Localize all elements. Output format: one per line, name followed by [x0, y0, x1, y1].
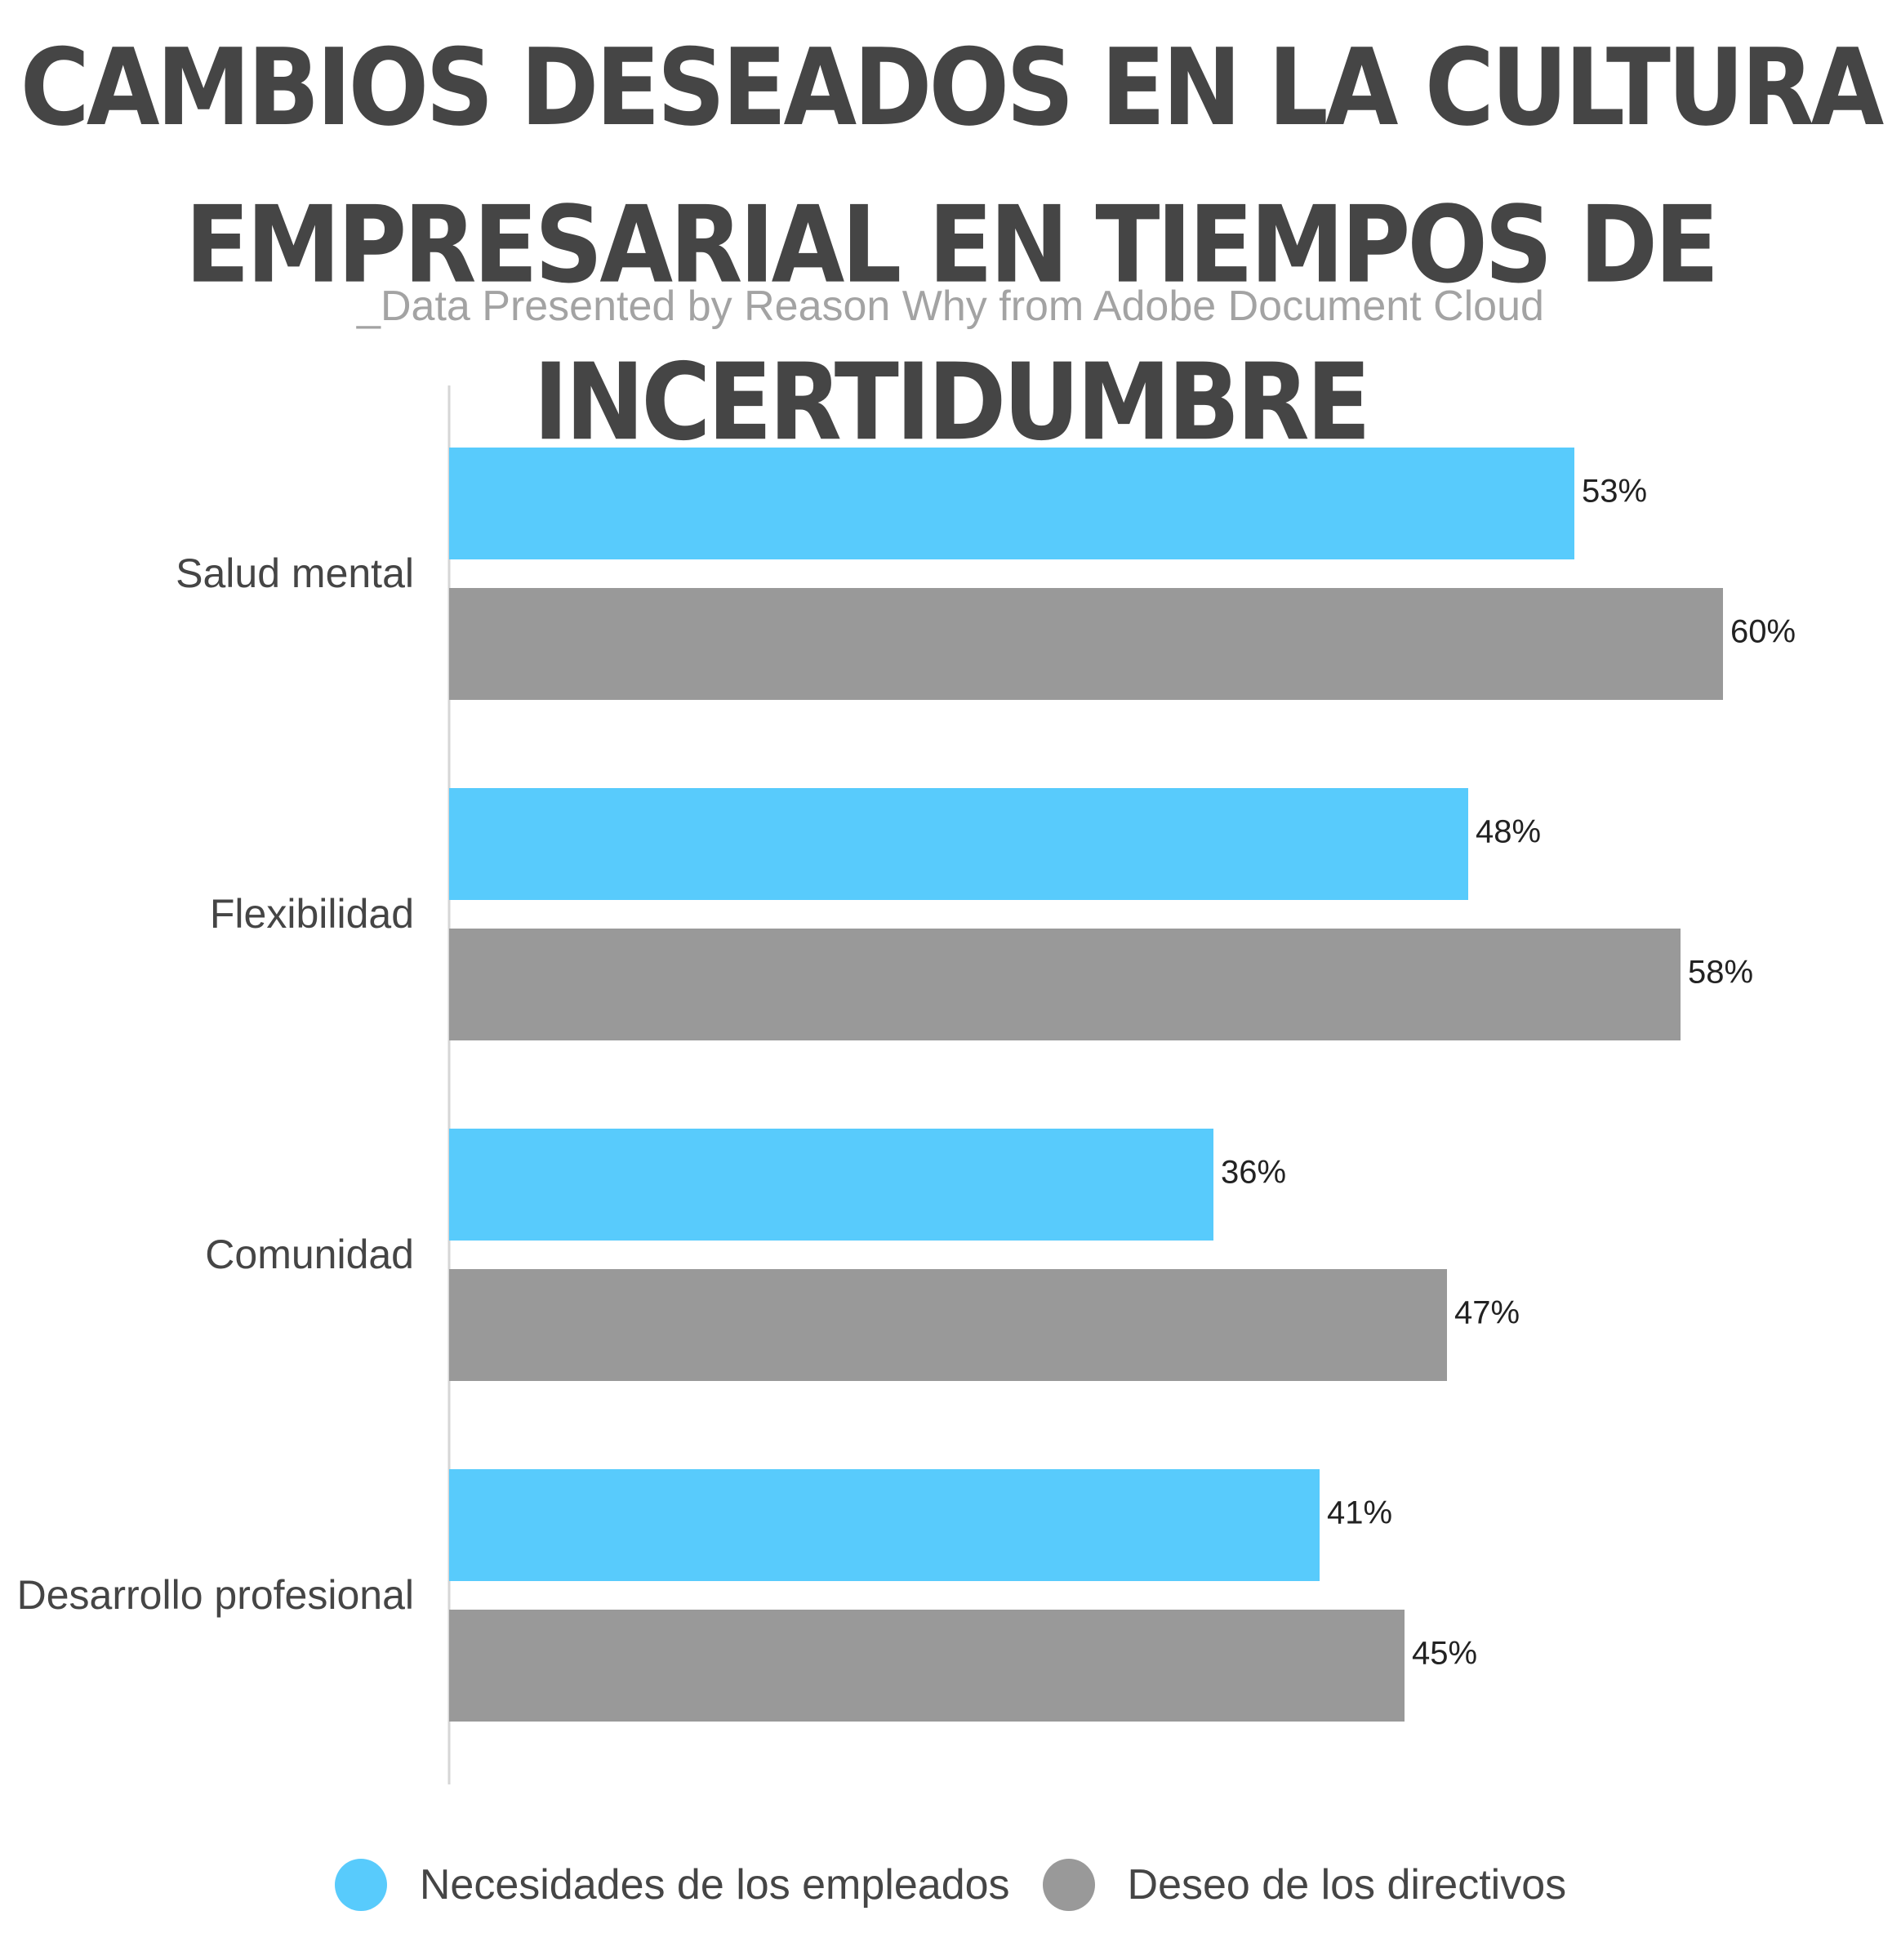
- chart-subtitle: _Data Presented by Reason Why from Adobe…: [357, 283, 1544, 330]
- bar-employees: [449, 1129, 1213, 1241]
- category-label: Desarrollo profesional: [17, 1572, 414, 1618]
- title-line-1: CAMBIOS DESEADOS EN LA CULTURA: [20, 26, 1885, 150]
- title-line-2: EMPRESARIAL EN TIEMPOS DE INCERTIDUMBRE: [185, 183, 1720, 465]
- data-label: 58%: [1688, 955, 1753, 991]
- data-label: 36%: [1221, 1155, 1286, 1191]
- category-label: Comunidad: [205, 1232, 414, 1277]
- bar-directors: [449, 1269, 1447, 1381]
- legend-label-directors: Deseo de los directivos: [1127, 1861, 1567, 1909]
- legend-item-employees: Necesidades de los empleados: [334, 1859, 1010, 1911]
- data-label: 48%: [1476, 814, 1541, 850]
- legend-swatch-employees: [334, 1859, 387, 1911]
- bar-directors: [449, 588, 1723, 700]
- data-label: 45%: [1412, 1636, 1477, 1672]
- data-label: 41%: [1327, 1495, 1392, 1531]
- legend-swatch-directors: [1042, 1859, 1095, 1911]
- legend-item-directors: Deseo de los directivos: [1042, 1859, 1567, 1911]
- legend: Necesidades de los empleados Deseo de lo…: [0, 1859, 1901, 1911]
- bar-directors: [449, 1610, 1405, 1722]
- category-label: Flexibilidad: [210, 891, 414, 937]
- data-label: 53%: [1582, 474, 1647, 510]
- chart-title: CAMBIOS DESEADOS EN LA CULTURA EMPRESARI…: [0, 10, 1901, 482]
- legend-label-employees: Necesidades de los empleados: [419, 1861, 1010, 1909]
- data-label: 60%: [1730, 614, 1796, 650]
- bar-employees: [449, 1469, 1320, 1581]
- bar-directors: [449, 929, 1681, 1040]
- bar-employees: [449, 788, 1468, 900]
- bar-chart: Salud mental 53% 60% Flexibilidad 48% 58% Comu…: [17, 385, 1796, 1784]
- data-label: 47%: [1454, 1295, 1520, 1331]
- category-label: Salud mental: [176, 550, 414, 596]
- bar-employees: [449, 448, 1574, 559]
